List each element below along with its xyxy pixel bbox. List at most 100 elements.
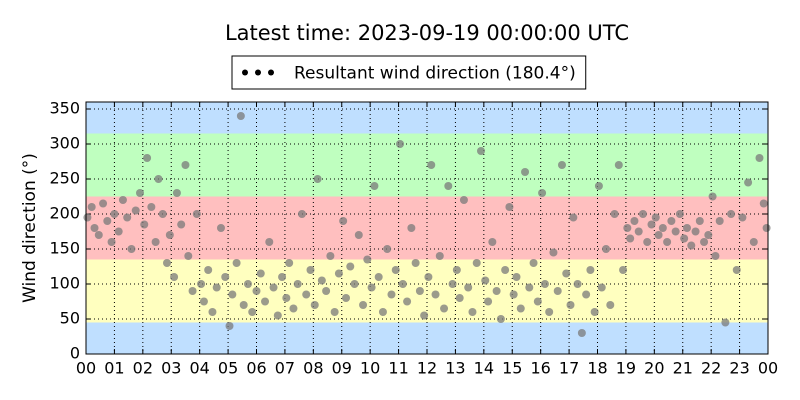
point <box>256 269 265 278</box>
y-axis-label: Wind direction (°) <box>20 153 40 303</box>
point <box>248 308 257 316</box>
point <box>431 290 440 299</box>
point <box>566 301 575 309</box>
point <box>459 196 468 204</box>
y-tick-label: 300 <box>49 134 80 153</box>
x-tick-label: 19 <box>616 359 636 378</box>
x-tick-label: 00 <box>76 359 96 378</box>
point <box>378 308 387 316</box>
point <box>285 259 294 267</box>
point <box>330 308 339 316</box>
point <box>407 224 416 232</box>
point <box>151 238 160 246</box>
point <box>435 252 444 260</box>
point <box>721 318 730 327</box>
point <box>577 329 586 337</box>
point <box>700 238 709 246</box>
legend-box <box>231 55 587 90</box>
chart-title: Latest time: 2023-09-19 00:00:00 UTC <box>225 21 629 45</box>
point <box>261 297 270 306</box>
point <box>172 189 181 197</box>
legend-label: Resultant wind direction (180.4°) <box>294 64 576 84</box>
point <box>476 147 485 155</box>
point <box>411 259 420 267</box>
point <box>143 154 152 162</box>
point <box>651 213 660 222</box>
point <box>501 266 510 274</box>
point <box>391 266 400 274</box>
point <box>472 259 481 267</box>
point <box>521 168 530 176</box>
point <box>232 259 241 267</box>
point <box>158 210 167 218</box>
point <box>614 161 623 169</box>
point <box>638 210 647 218</box>
point <box>557 161 566 169</box>
point <box>221 273 230 281</box>
point <box>118 196 127 204</box>
legend-marker <box>268 69 274 76</box>
point <box>297 210 306 218</box>
point <box>427 161 436 169</box>
x-tick-label: 22 <box>701 359 721 378</box>
point <box>170 273 179 281</box>
point <box>289 304 298 313</box>
point <box>424 273 433 281</box>
x-tick-label: 13 <box>445 359 465 378</box>
point <box>448 280 457 288</box>
point <box>282 294 291 302</box>
point <box>658 224 667 232</box>
point <box>140 220 149 229</box>
point <box>533 297 542 306</box>
point <box>516 304 525 313</box>
point <box>626 234 635 243</box>
point <box>708 192 717 201</box>
point <box>695 217 704 225</box>
x-tick-label: 01 <box>104 359 124 378</box>
x-tick-label: 10 <box>360 359 380 378</box>
point <box>762 224 771 232</box>
point <box>359 301 368 309</box>
point <box>181 161 190 169</box>
point <box>704 231 713 239</box>
point <box>738 213 747 222</box>
point <box>131 206 140 215</box>
point <box>208 308 217 316</box>
point <box>545 308 554 316</box>
point <box>594 182 603 190</box>
point <box>317 276 326 285</box>
point <box>265 238 274 246</box>
point <box>103 217 112 225</box>
point <box>346 262 355 271</box>
point <box>342 294 351 302</box>
point <box>663 238 672 246</box>
point <box>326 252 335 260</box>
point <box>165 231 174 239</box>
point <box>529 259 538 267</box>
point <box>135 189 144 197</box>
x-tick-label: 00 <box>758 359 778 378</box>
point <box>197 280 206 288</box>
point <box>440 304 449 313</box>
point <box>654 231 663 239</box>
point <box>492 287 501 295</box>
point <box>634 227 643 236</box>
point <box>387 290 396 299</box>
point <box>123 213 132 222</box>
point <box>647 220 656 229</box>
point <box>216 224 225 232</box>
point <box>90 224 99 232</box>
point <box>269 283 278 292</box>
point <box>110 210 119 218</box>
point <box>606 301 615 309</box>
point <box>293 280 302 288</box>
point <box>396 140 405 148</box>
point <box>573 280 582 288</box>
x-tick-label: 09 <box>332 359 352 378</box>
point <box>184 252 193 260</box>
point <box>481 276 490 285</box>
y-tick-label: 200 <box>49 204 80 223</box>
point <box>680 234 689 243</box>
point <box>306 266 315 274</box>
